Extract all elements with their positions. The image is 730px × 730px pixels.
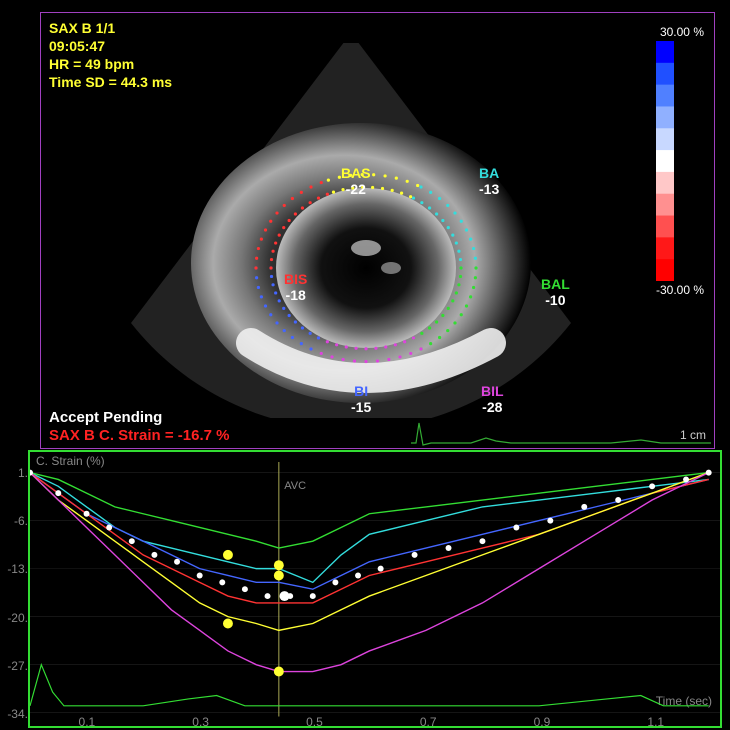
y-tick: -6. [4, 514, 28, 528]
y-tick: 1. [4, 466, 28, 480]
y-tick: -34. [4, 707, 28, 721]
segment-bis: BIS-18 [284, 271, 307, 303]
strain-chart-panel: C. Strain (%) Time (sec) 1.-6.-13.-20.-2… [28, 450, 722, 728]
view-label: SAX B 1/1 [49, 19, 172, 37]
y-tick: -20. [4, 611, 28, 625]
ecg-mini [411, 418, 711, 448]
segment-bil: BIL-28 [481, 383, 504, 415]
segment-bal: BAL-10 [541, 276, 570, 308]
colorbar [656, 41, 674, 281]
series-bas [30, 473, 709, 631]
segment-bi: BI-15 [351, 383, 371, 415]
ultrasound-image [91, 43, 611, 418]
strain-result: SAX B C. Strain = -16.7 % [49, 427, 229, 444]
y-tick: -13. [4, 562, 28, 576]
accept-status: Accept Pending [49, 409, 162, 426]
segment-bas: BAS-22 [341, 165, 371, 197]
segment-ba: BA-13 [479, 165, 499, 197]
colorbar-min: -30.00 % [656, 283, 704, 297]
ultrasound-panel: SAX B 1/1 09:05:47 HR = 49 bpm Time SD =… [40, 12, 715, 449]
series-bil [30, 473, 709, 672]
y-tick: -27. [4, 659, 28, 673]
strain-chart [30, 452, 720, 726]
colorbar-max: 30.00 % [660, 25, 704, 39]
avc-label: AVC [284, 480, 306, 492]
